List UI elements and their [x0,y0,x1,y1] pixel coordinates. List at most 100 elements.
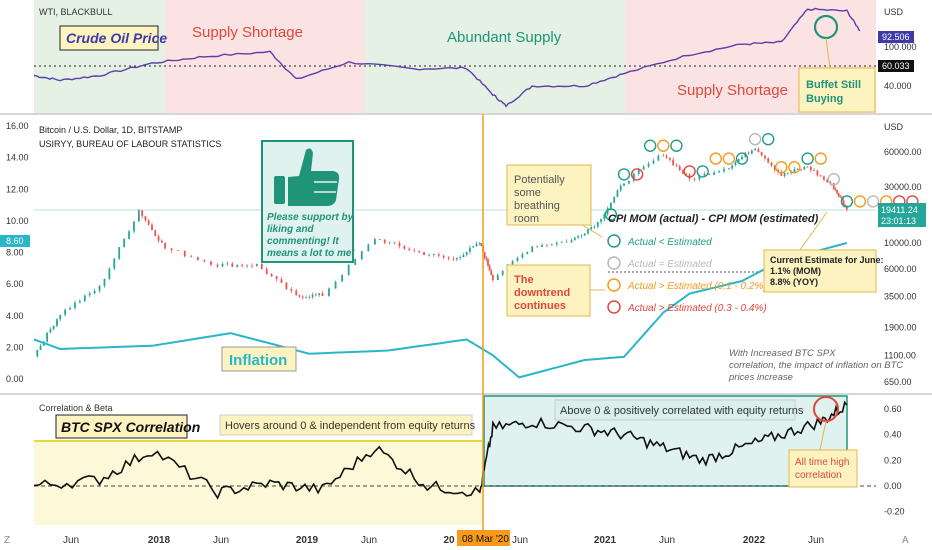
btc-candle [842,200,845,206]
btc-candle [480,243,483,246]
btc-candle [455,258,458,260]
btc-candle [39,345,42,350]
btc-header-line1: Bitcoin / U.S. Dollar, 1D, BITSTAMP [39,125,182,135]
legend-label-3: Actual > Estimated (0.3 - 0.4%) [627,303,767,314]
btc-right-axis: 60000.00 30000.00 10000.00 6000.00 3500.00 19… [884,147,922,387]
btc-right-tick: 30000.00 [884,182,922,192]
btc-candle [783,172,786,176]
btc-candle [754,148,757,151]
timezone-icon[interactable]: Z [4,535,10,546]
btc-candle [834,188,837,191]
btc-candle [305,297,307,298]
btc-candle [341,275,344,282]
wti-zone-label-2: Abundant Supply [447,29,562,46]
btc-candle [226,263,229,265]
btc-candle [628,180,630,184]
btc-candle [270,273,273,277]
btc-candle [531,246,534,253]
downtrend-note: The downtrend continues [514,274,570,312]
btc-candle [708,173,711,175]
correlation-note: With Increased BTC SPX correlation, the i… [728,348,903,383]
btc-candle [573,237,576,241]
btc-candle [133,221,135,232]
btc-candle [147,220,150,225]
cpi-marker [617,168,631,181]
btc-candle [836,190,838,194]
btc-candle [521,254,524,258]
btc-candle [536,246,539,248]
btc-candle [672,159,675,166]
btc-candle [360,251,363,260]
btc-candle [403,245,406,249]
btc-candle [260,264,263,269]
legend-swatch-1 [607,256,621,270]
wti-axis-tick-40: 40.000 [884,81,912,91]
btc-candle [541,244,543,247]
callout-pointer [825,37,831,69]
btc-candle [839,196,842,198]
btc-candle [485,257,488,260]
btc-left-tick: 0.00 [6,374,24,384]
btc-candle [516,257,519,261]
btc-candle [311,294,314,298]
btc-candle [727,168,730,170]
btc-candle [472,246,475,248]
x-axis-label: 20 [443,535,455,546]
cpi-marker [735,152,749,165]
legend-item-1: Actual = Estimated [607,256,712,270]
btc-candle [334,281,337,289]
wti-line-badge-text: 60.033 [882,61,910,71]
inflation-value-badge [0,235,30,247]
wti-zone-red-1 [165,0,365,113]
legend-item-0: Actual < Estimated [607,234,712,248]
corr-right-note-box [554,399,796,421]
btc-candle [703,173,706,176]
wti-price-badge [878,31,914,43]
legend-item-3: Actual > Estimated (0.3 - 0.4%) [607,300,767,314]
btc-candle [803,166,806,170]
cpi-marker [644,139,657,152]
inflation-label-box [221,346,297,372]
legend-label-2: Actual > Estimated (0.1 - 0.2%) [627,281,767,292]
btc-candle [413,250,416,252]
btc-right-tick: 1900.00 [884,322,917,332]
btc-candle [164,242,167,249]
wti-panel: WTI, BLACKBULL Crude Oil Price Supply Sh… [33,0,917,113]
btc-candle [301,296,304,298]
btc-candle [780,172,783,176]
btc-candle [367,244,370,252]
downtrend-note-box [506,264,591,317]
ath-note: All time high correlation [795,457,849,481]
auto-scale-icon[interactable]: A [902,535,909,546]
btc-left-tick: 16.00 [6,121,29,131]
btc-candle [52,325,55,330]
btc-candle [491,274,494,281]
btc-candle [488,265,491,271]
btc-candle [760,152,763,156]
btc-candle [69,308,71,310]
legend-swatch-0 [607,234,621,248]
corr-right-axis: 0.60 0.40 0.20 0.00 -0.20 [884,404,905,517]
btc-candle [231,263,234,267]
btc-candles [36,147,848,358]
btc-candle [718,171,720,173]
x-axis-label: Jun [808,535,824,546]
wti-axis-tick-100: 100.000 [884,42,917,52]
x-axis-label: Jun [361,535,377,546]
btc-candle [144,216,147,221]
btc-candle [221,264,224,267]
btc-candle [128,231,130,239]
btc-candle [657,155,660,161]
btc-candle [151,224,153,231]
btc-candle [741,156,743,160]
btc-candle [373,239,376,245]
btc-candle [78,301,81,303]
corr-right-tick: 0.20 [884,455,902,465]
btc-candle [600,219,602,222]
btc-candle [793,169,796,172]
corr-left-note: Hovers around 0 & independent from equit… [225,420,476,432]
legend-label-0: Actual < Estimated [627,237,712,248]
btc-candle [103,278,106,286]
btc-candle [593,226,596,228]
